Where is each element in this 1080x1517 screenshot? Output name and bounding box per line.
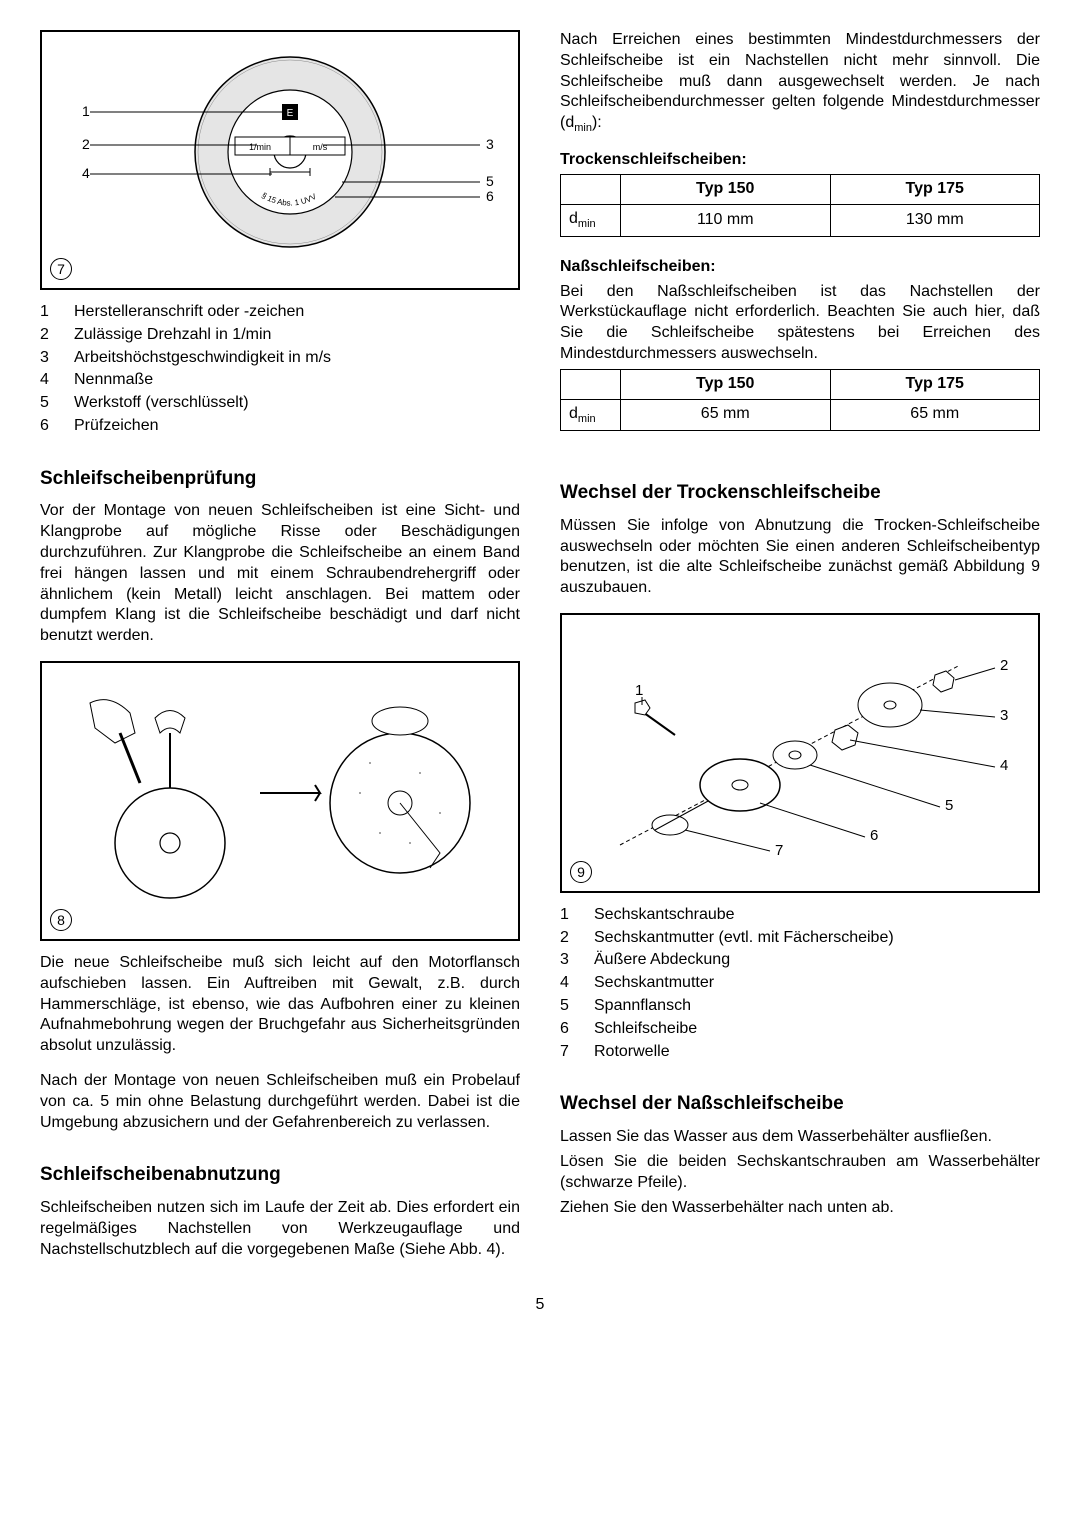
heading-wechsel-nass: Wechsel der Naßschleifscheibe <box>560 1092 1040 1117</box>
heading-schleifscheibenpruefung: Schleifscheibenprüfung <box>40 467 520 492</box>
svg-text:E: E <box>287 108 294 119</box>
svg-text:5: 5 <box>486 173 494 189</box>
paragraph: Bei den Naßschleifscheiben ist das Nachs… <box>560 282 1040 365</box>
legend-item: 2Sechskantmutter (evtl. mit Fächerscheib… <box>560 928 1040 949</box>
legend-9: 1Sechskantschraube2Sechskantmutter (evtl… <box>560 905 1040 1063</box>
legend-item: 3Äußere Abdeckung <box>560 950 1040 971</box>
legend-item: 5Werkstoff (verschlüsselt) <box>40 393 520 414</box>
legend-item: 6Schleifscheibe <box>560 1019 1040 1040</box>
paragraph: Nach Erreichen eines bestimmten Mindestd… <box>560 30 1040 136</box>
legend-item: 4Nennmaße <box>40 370 520 391</box>
legend-item: 6Prüfzeichen <box>40 416 520 437</box>
paragraph: Müssen Sie infolge von Abnutzung die Tro… <box>560 516 1040 599</box>
table-trocken: Typ 150 Typ 175 dmin 110 mm 130 mm <box>560 174 1040 236</box>
svg-text:2: 2 <box>1000 657 1008 674</box>
heading-schleifscheibenabnutzung: Schleifscheibenabnutzung <box>40 1163 520 1188</box>
paragraph: Schleifscheiben nutzen sich im Laufe der… <box>40 1198 520 1260</box>
svg-text:4: 4 <box>82 165 90 181</box>
legend-item: 7Rotorwelle <box>560 1042 1040 1063</box>
paragraph: Nach der Montage von neuen Schleifscheib… <box>40 1071 520 1133</box>
svg-text:5: 5 <box>945 797 953 814</box>
table-nass: Typ 150 Typ 175 dmin 65 mm 65 mm <box>560 369 1040 431</box>
svg-text:3: 3 <box>486 136 494 152</box>
svg-text:6: 6 <box>486 188 494 204</box>
table2-title: Naßschleifscheiben: <box>560 257 1040 278</box>
svg-text:1: 1 <box>82 103 90 119</box>
paragraph: Lassen Sie das Wasser aus dem Wasserbehä… <box>560 1127 1040 1148</box>
figure-7: 1/min m/s E § 15 Abs. 1 UVV 1 2 4 <box>40 30 520 290</box>
legend-item: 4Sechskantmutter <box>560 973 1040 994</box>
exploded-view-diagram: 1 2 3 4 5 6 7 <box>580 625 1020 875</box>
svg-text:6: 6 <box>870 827 878 844</box>
paragraph: Die neue Schleifscheibe muß sich leicht … <box>40 953 520 1057</box>
sound-test-diagram <box>60 673 500 923</box>
figure-9: 1 2 3 4 5 6 7 9 <box>560 613 1040 893</box>
right-column: Nach Erreichen eines bestimmten Mindestd… <box>560 30 1040 1275</box>
svg-text:1: 1 <box>635 682 643 699</box>
paragraph: Ziehen Sie den Wasserbehälter nach unten… <box>560 1198 1040 1219</box>
heading-wechsel-trocken: Wechsel der Trockenschleifscheibe <box>560 481 1040 506</box>
svg-text:1/min: 1/min <box>249 142 271 152</box>
figure-8: 8 <box>40 661 520 941</box>
paragraph: Lösen Sie die beiden Sechskantschrauben … <box>560 1152 1040 1194</box>
legend-item: 3Arbeitshöchstgeschwindigkeit in m/s <box>40 348 520 369</box>
legend-item: 5Spannflansch <box>560 996 1040 1017</box>
figure-8-label: 8 <box>50 909 72 931</box>
svg-text:3: 3 <box>1000 707 1008 724</box>
svg-text:m/s: m/s <box>313 142 328 152</box>
paragraph: Vor der Montage von neuen Schleifscheibe… <box>40 501 520 647</box>
disc-label-diagram: 1/min m/s E § 15 Abs. 1 UVV 1 2 4 <box>60 42 500 272</box>
svg-text:4: 4 <box>1000 757 1008 774</box>
figure-7-label: 7 <box>50 258 72 280</box>
legend-7: 1Herstelleranschrift oder -zeichen2Zuläs… <box>40 302 520 437</box>
svg-text:2: 2 <box>82 136 90 152</box>
left-column: 1/min m/s E § 15 Abs. 1 UVV 1 2 4 <box>40 30 520 1275</box>
table1-title: Trockenschleifscheiben: <box>560 150 1040 171</box>
figure-9-label: 9 <box>570 861 592 883</box>
legend-item: 1Herstelleranschrift oder -zeichen <box>40 302 520 323</box>
page-number: 5 <box>40 1295 1040 1316</box>
legend-item: 1Sechskantschraube <box>560 905 1040 926</box>
legend-item: 2Zulässige Drehzahl in 1/min <box>40 325 520 346</box>
svg-text:7: 7 <box>775 842 783 859</box>
